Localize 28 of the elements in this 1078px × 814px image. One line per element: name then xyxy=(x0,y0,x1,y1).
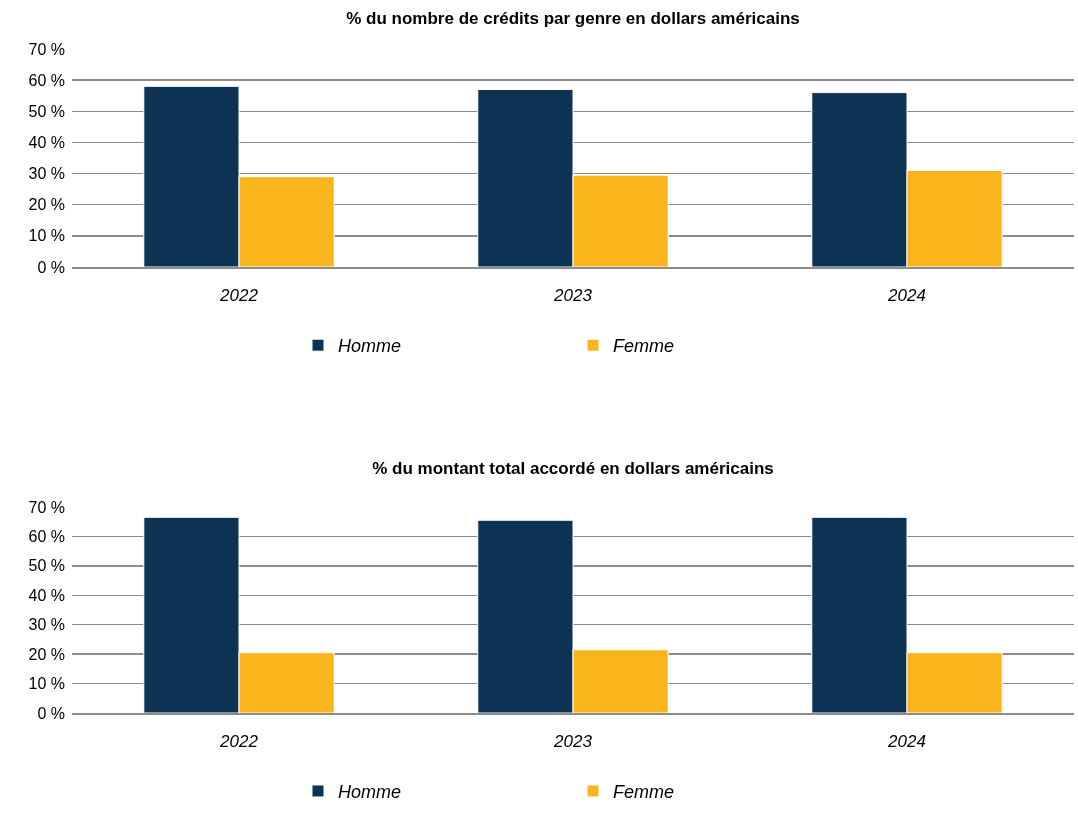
y-tick-label: 20 % xyxy=(28,196,65,214)
x-tick-label: 2023 xyxy=(553,731,593,751)
y-tick-label: 10 % xyxy=(28,675,65,693)
x-tick-label: 2024 xyxy=(887,731,926,751)
chart-title: % du montant total accordé en dollars américains xyxy=(372,458,774,478)
chart-title: % du nombre de crédits par genre en dollars américains xyxy=(346,8,800,28)
y-tick-label: 50 % xyxy=(28,557,65,575)
y-tick-label: 50 % xyxy=(28,102,65,120)
legend-label: Femme xyxy=(613,782,675,802)
x-tick-label: 2022 xyxy=(219,285,259,305)
y-tick-label: 70 % xyxy=(28,40,65,58)
y-tick-label: 0 % xyxy=(37,258,65,276)
x-tick-label: 2022 xyxy=(219,731,259,751)
y-tick-label: 60 % xyxy=(28,71,65,89)
y-tick-label: 0 % xyxy=(37,704,65,722)
y-tick-label: 70 % xyxy=(28,498,65,516)
y-tick-label: 40 % xyxy=(28,586,65,604)
y-tick-label: 60 % xyxy=(28,528,65,546)
y-tick-label: 30 % xyxy=(28,165,65,183)
y-tick-label: 40 % xyxy=(28,134,65,152)
legend-label: Femme xyxy=(613,336,675,357)
legend-label: Homme xyxy=(338,782,402,802)
x-tick-label: 2024 xyxy=(887,285,926,305)
y-tick-label: 20 % xyxy=(28,645,65,663)
y-tick-label: 10 % xyxy=(28,227,65,245)
x-tick-label: 2023 xyxy=(553,285,593,305)
y-tick-label: 30 % xyxy=(28,616,65,634)
legend-label: Homme xyxy=(338,336,402,357)
